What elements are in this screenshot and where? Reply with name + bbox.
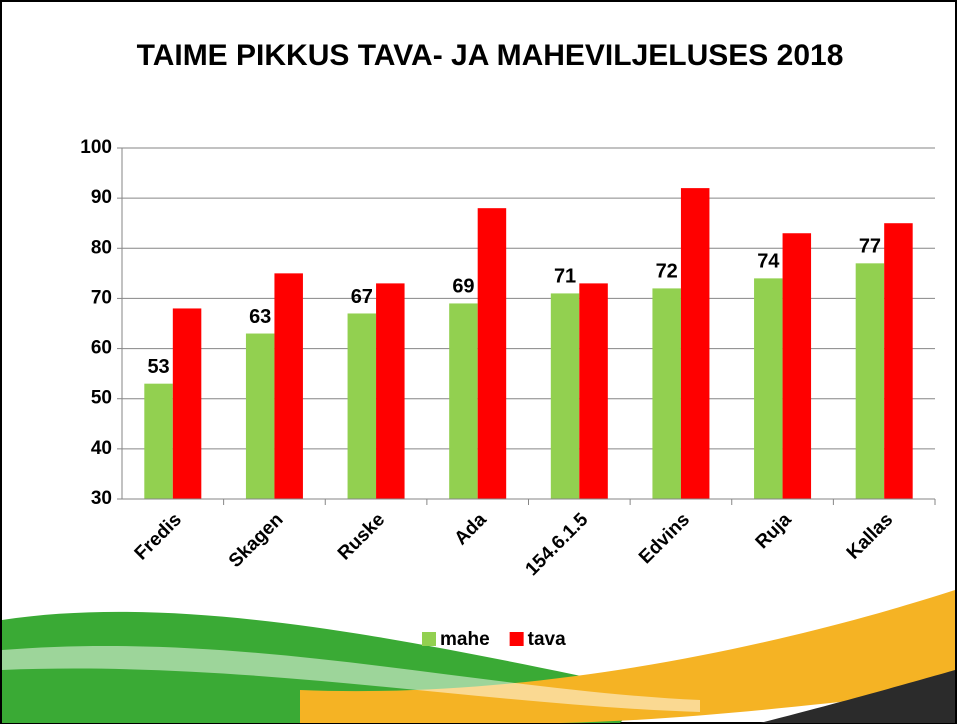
bar — [754, 278, 783, 499]
data-label: 63 — [249, 306, 271, 328]
data-label: 74 — [757, 251, 780, 273]
bar — [449, 303, 478, 499]
data-label: 71 — [554, 266, 576, 288]
bar — [551, 293, 580, 499]
data-label: 77 — [859, 236, 881, 258]
bar — [478, 208, 507, 499]
bar — [884, 223, 913, 499]
data-label: 67 — [351, 286, 373, 308]
y-tick-label: 80 — [91, 237, 112, 258]
data-label: 53 — [147, 356, 169, 378]
bar — [376, 283, 405, 499]
y-tick-label: 30 — [91, 488, 112, 509]
y-tick-label: 100 — [80, 137, 112, 158]
bar — [783, 233, 812, 499]
bar — [681, 188, 710, 499]
bar — [579, 283, 608, 499]
legend-label: mahe — [440, 629, 490, 650]
y-tick-label: 70 — [91, 287, 112, 308]
bar — [274, 273, 303, 499]
y-tick-label: 90 — [91, 187, 112, 208]
bar — [144, 384, 173, 499]
chart-title: TAIME PIKKUS TAVA- JA MAHEVILJELUSES 201… — [137, 39, 844, 72]
bar — [348, 313, 377, 499]
y-tick-label: 40 — [91, 438, 112, 459]
bar — [652, 288, 681, 499]
bar — [173, 308, 202, 499]
data-label: 69 — [452, 276, 474, 298]
y-tick-label: 50 — [91, 388, 112, 409]
legend-swatch — [422, 632, 436, 646]
y-tick-label: 60 — [91, 338, 112, 359]
legend-swatch — [510, 632, 524, 646]
legend-label: tava — [528, 629, 566, 650]
data-label: 72 — [656, 261, 678, 283]
chart: TAIME PIKKUS TAVA- JA MAHEVILJELUSES 201… — [0, 0, 957, 724]
bar — [246, 334, 275, 499]
bar — [856, 263, 885, 499]
